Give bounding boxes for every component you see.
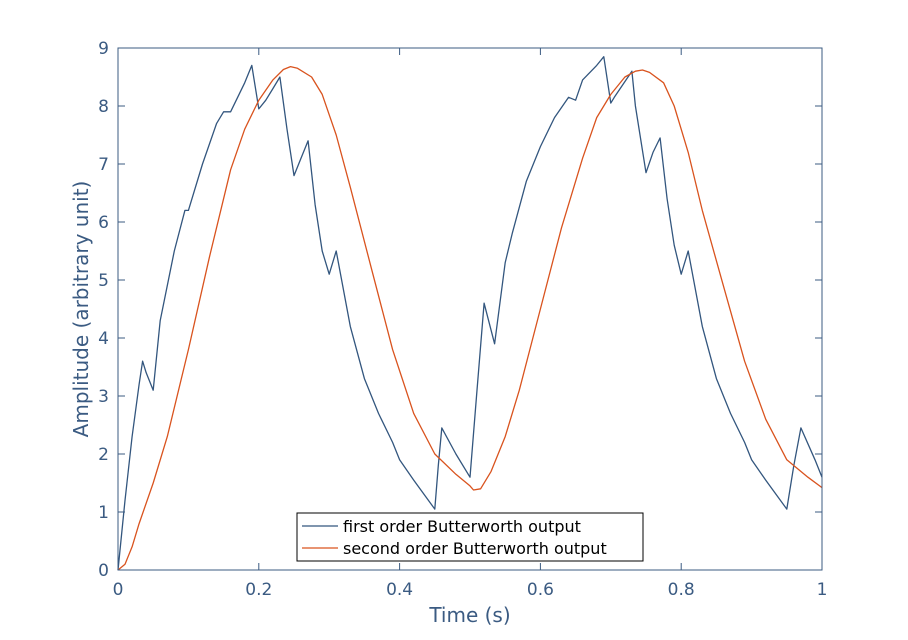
x-tick-label: 0 xyxy=(113,580,124,600)
plot-frame xyxy=(117,47,823,571)
y-tick-label: 7 xyxy=(98,155,109,175)
series-line-1 xyxy=(117,65,823,571)
y-tick-label: 1 xyxy=(98,503,109,523)
x-tick-label: 1 xyxy=(817,580,828,600)
legend-box xyxy=(296,512,644,562)
y-tick-label: 2 xyxy=(98,445,109,465)
y-axis-label: Amplitude (arbitrary unit) xyxy=(69,181,93,438)
x-axis-label: Time (s) xyxy=(428,603,510,627)
series-line-0 xyxy=(117,56,823,571)
y-tick-label: 6 xyxy=(98,213,109,233)
legend-label-second-order: second order Butterworth output xyxy=(343,539,607,558)
ticks-layer: 0 0.2 0.4 0.6 0.8 1 0 1 2 3 4 5 6 7 8 9 xyxy=(98,39,827,600)
x-tick-label: 0.2 xyxy=(245,580,272,600)
x-tick-label: 0.4 xyxy=(386,580,413,600)
plot-layer xyxy=(117,56,823,571)
y-tick-label: 8 xyxy=(98,97,109,117)
y-tick-label: 5 xyxy=(98,271,109,291)
legend-label-first-order: first order Butterworth output xyxy=(343,517,581,536)
y-tick-label: 4 xyxy=(98,329,109,349)
x-tick-label: 0.6 xyxy=(527,580,554,600)
legend: first order Butterworth output second or… xyxy=(296,512,644,562)
y-tick-label: 0 xyxy=(98,561,109,581)
y-tick-label: 3 xyxy=(98,387,109,407)
y-tick-label: 9 xyxy=(98,39,109,59)
x-tick-label: 0.8 xyxy=(668,580,695,600)
